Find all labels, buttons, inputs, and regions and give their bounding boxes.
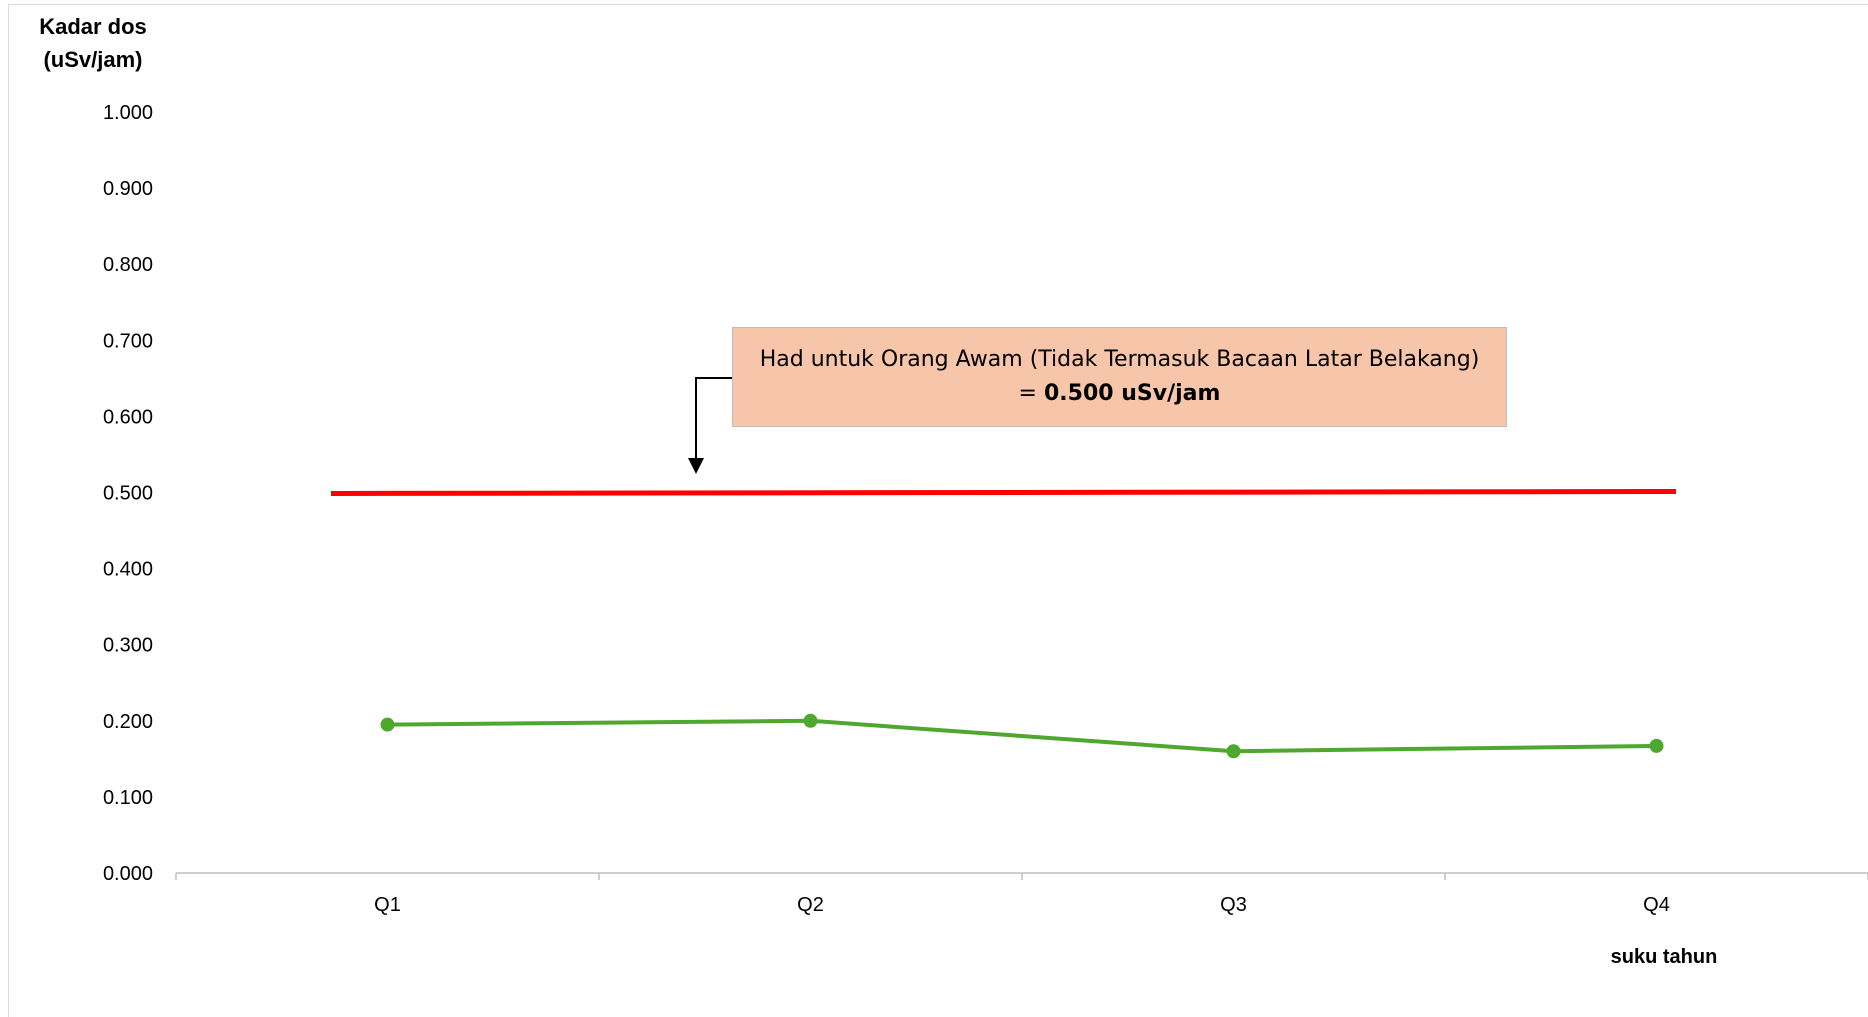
y-tick-label: 0.200 [103,711,153,733]
x-tick-label: Q4 [1643,894,1670,916]
series-group [380,713,1664,759]
x-axis-ticks: Q1 Q2 Q3 Q4 [175,873,1868,916]
y-tick-label: 0.000 [103,863,153,885]
callout-arrow [695,377,732,460]
y-tick-label: 0.300 [103,635,153,657]
y-axis-title-line1: Kadar dos [39,14,147,39]
y-tick-label: 1.000 [103,102,153,124]
x-tick-label: Q2 [797,894,824,916]
data-point [803,713,818,728]
annotation-value: 0.500 uSv/jam [1043,381,1221,406]
data-point [1649,738,1664,753]
series-line [387,718,1657,754]
y-axis-title-line2: (uSv/jam) [43,47,142,72]
x-axis-title: suku tahun [1611,946,1718,968]
y-tick-label: 0.800 [103,254,153,276]
y-tick-label: 0.500 [103,483,153,505]
y-tick-label: 0.400 [103,559,153,581]
y-axis-ticks: 0.000 0.100 0.200 0.300 0.400 0.500 0.600 0.700… [103,102,153,885]
y-tick-label: 0.100 [103,787,153,809]
y-tick-label: 0.700 [103,330,153,352]
data-point [1226,744,1241,759]
reference-limit-line [330,489,1677,496]
limit-annotation-box: Had untuk Orang Awam (Tidak Termasuk Bac… [732,327,1507,427]
chart-frame [8,4,1868,1017]
annotation-line1: Had untuk Orang Awam (Tidak Termasuk Bac… [759,347,1480,372]
y-tick-label: 0.900 [103,178,153,200]
callout-arrow-head [688,458,704,474]
data-point [380,717,395,732]
x-tick-label: Q3 [1220,894,1247,916]
y-tick-label: 0.600 [103,406,153,428]
annotation-line2: = 0.500 uSv/jam [1019,377,1221,411]
annotation-prefix: = [1018,381,1044,406]
x-tick-label: Q1 [374,894,401,916]
